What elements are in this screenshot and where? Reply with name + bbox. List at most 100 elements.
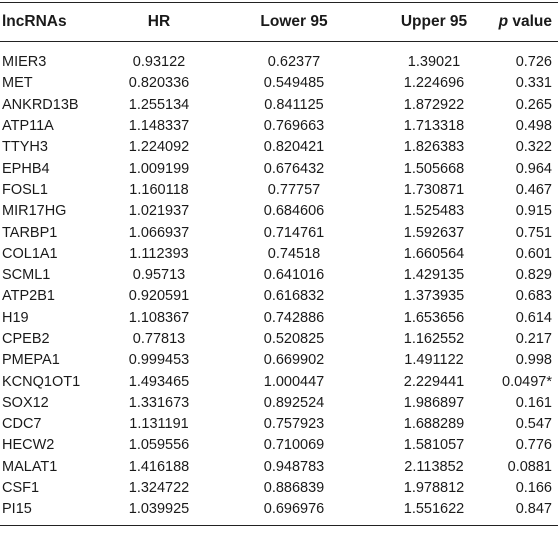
cell-p-value: 0.331 [515, 75, 552, 92]
cell-lncrna: CSF1 [2, 480, 40, 497]
cell-upper-95: 2.229441 [403, 373, 465, 390]
cell-hr: 1.160118 [129, 181, 189, 198]
cell-upper-95: 1.688289 [403, 416, 465, 433]
cell-lower-95: 1.000447 [263, 373, 325, 390]
cell-lncrna: CPEB2 [2, 331, 50, 347]
cell-upper-95: 1.224696 [403, 75, 465, 92]
cell-p-value: 0.614 [515, 309, 552, 326]
table-row: MALAT1 1.416188 0.948783 2.113852 0.0881 [0, 457, 558, 478]
cell-upper-95: 1.581057 [403, 437, 465, 454]
cell-p-value: 0.161 [515, 394, 552, 411]
table-row: COL1A1 1.112393 0.74518 1.660564 0.601 [0, 244, 558, 265]
cell-upper-95: 1.592637 [403, 224, 465, 241]
cell-lower-95: 0.742886 [263, 309, 325, 326]
table-row: CPEB2 0.77813 0.520825 1.162552 0.217 [0, 329, 558, 350]
cell-p-value: 0.498 [515, 118, 552, 135]
table-row: ATP11A 1.148337 0.769663 1.713318 0.498 [0, 116, 558, 137]
cell-lower-95: 0.616832 [263, 288, 325, 305]
cell-upper-95: 1.429135 [403, 267, 465, 284]
cell-upper-95: 1.525483 [403, 203, 465, 220]
table-row: ATP2B1 0.920591 0.616832 1.373935 0.683 [0, 286, 558, 307]
header-p-value: p value [494, 2, 558, 42]
cell-lower-95: 0.710069 [263, 437, 325, 454]
cell-p-value: 0.726 [515, 54, 552, 71]
cell-hr: 1.324722 [128, 480, 190, 497]
cell-lncrna: H19 [2, 309, 29, 326]
cell-lower-95: 0.669902 [263, 352, 325, 369]
cell-lower-95: 0.696976 [214, 499, 374, 526]
cell-lower-95: 0.769663 [263, 118, 325, 135]
table-row: SOX12 1.331673 0.892524 1.986897 0.161 [0, 393, 558, 414]
cell-p-value: 0.467 [515, 181, 552, 198]
cell-hr: 1.108367 [128, 309, 190, 326]
cell-hr: 1.255134 [128, 96, 190, 113]
cell-upper-95: 1.551622 [374, 499, 494, 526]
table-row: MIR17HG 1.021937 0.684606 1.525483 0.915 [0, 201, 558, 222]
cell-hr: 1.112393 [129, 245, 189, 262]
cell-upper-95: 1.826383 [403, 139, 465, 156]
header-hr: HR [104, 2, 214, 42]
cell-lower-95: 0.520825 [263, 331, 325, 347]
table-row: HECW2 1.059556 0.710069 1.581057 0.776 [0, 435, 558, 456]
cell-p-value: 0.547 [515, 416, 552, 433]
cell-hr: 1.039925 [104, 499, 214, 526]
cell-lncrna: EPHB4 [2, 160, 50, 177]
cell-lncrna: SCML1 [2, 267, 51, 284]
cell-p-value: 0.964 [515, 160, 552, 177]
cell-lncrna: MALAT1 [2, 458, 58, 475]
cell-p-value: 0.915 [515, 203, 552, 220]
table-row: TTYH3 1.224092 0.820421 1.826383 0.322 [0, 137, 558, 158]
header-row: lncRNAs HR Lower 95 Upper 95 p value [0, 2, 558, 42]
cell-lncrna: ANKRD13B [2, 96, 79, 113]
cell-hr: 0.820336 [128, 75, 190, 92]
cell-p-value: 0.829 [515, 267, 552, 284]
cell-upper-95: 1.373935 [403, 288, 465, 305]
cell-hr: 0.920591 [128, 288, 190, 305]
cell-p-value: 0.166 [515, 480, 552, 497]
cell-lncrna: ATP2B1 [2, 288, 55, 305]
cell-lower-95: 0.77757 [267, 181, 321, 198]
table-row: H19 1.108367 0.742886 1.653656 0.614 [0, 308, 558, 329]
table-header: lncRNAs HR Lower 95 Upper 95 p value [0, 2, 558, 42]
cell-lncrna: FOSL1 [2, 181, 48, 198]
table-row: MET 0.820336 0.549485 1.224696 0.331 [0, 73, 558, 94]
cell-p-value: 0.0881 [507, 458, 552, 475]
cell-lower-95: 0.714761 [263, 224, 325, 241]
cell-lncrna: CDC7 [2, 416, 42, 433]
cell-hr: 0.93122 [132, 54, 186, 71]
table-row: ANKRD13B 1.255134 0.841125 1.872922 0.265 [0, 95, 558, 116]
cell-lower-95: 0.841125 [264, 96, 324, 113]
cell-upper-95: 1.978812 [403, 480, 465, 497]
cell-lower-95: 0.948783 [263, 458, 325, 475]
cell-upper-95: 1.872922 [403, 96, 465, 113]
table-row: SCML1 0.95713 0.641016 1.429135 0.829 [0, 265, 558, 286]
table-row: EPHB4 1.009199 0.676432 1.505668 0.964 [0, 158, 558, 179]
cell-hr: 1.066937 [128, 224, 190, 241]
cell-lower-95: 0.684606 [263, 203, 325, 220]
cell-lncrna: TARBP1 [2, 224, 58, 241]
cell-upper-95: 1.660564 [403, 245, 465, 262]
cell-hr: 1.059556 [128, 437, 190, 454]
table-row: CSF1 1.324722 0.886839 1.978812 0.166 [0, 478, 558, 499]
cell-lower-95: 0.74518 [267, 245, 321, 262]
cell-p-value: 0.751 [515, 224, 552, 241]
header-upper-95: Upper 95 [374, 2, 494, 42]
cell-lower-95: 0.886839 [263, 480, 325, 497]
cell-lncrna: PI15 [0, 499, 104, 526]
cell-lower-95: 0.892524 [263, 394, 325, 411]
cell-hr: 1.148337 [128, 118, 190, 135]
cell-p-value: 0.0497* [502, 373, 552, 390]
header-p-letter: p [498, 13, 509, 30]
cell-lower-95: 0.549485 [263, 75, 325, 92]
header-value-word: value [508, 13, 552, 30]
table-row: PMEPA1 0.999453 0.669902 1.491122 0.998 [0, 350, 558, 371]
cell-lower-95: 0.641016 [263, 267, 325, 284]
cell-hr: 1.493465 [128, 373, 190, 390]
table-row: KCNQ1OT1 1.493465 1.000447 2.229441 0.0497* [0, 371, 558, 392]
table-row: PI15 1.039925 0.696976 1.551622 0.847 [0, 499, 558, 526]
cell-lncrna: HECW2 [2, 437, 55, 454]
cell-lncrna: COL1A1 [2, 245, 58, 262]
cell-p-value: 0.217 [515, 331, 552, 347]
cell-lncrna: KCNQ1OT1 [2, 373, 81, 390]
cell-hr: 1.416188 [128, 458, 190, 475]
